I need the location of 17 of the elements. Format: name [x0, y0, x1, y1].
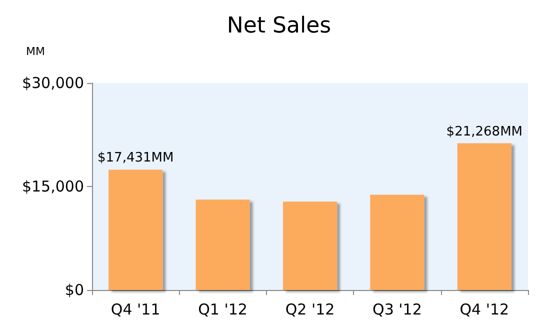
- bar: [370, 194, 424, 290]
- y-tick-label: $0: [64, 281, 84, 299]
- data-label: $21,268MM: [446, 124, 522, 140]
- data-label: $17,431MM: [98, 150, 174, 166]
- x-tick-label: Q4 '11: [110, 300, 160, 318]
- bar: [196, 200, 250, 290]
- x-tick-label: Q2 '12: [285, 300, 335, 318]
- chart-title: Net Sales: [226, 14, 332, 38]
- bar: [457, 143, 512, 290]
- y-tick-label: $30,000: [22, 74, 84, 92]
- y-axis-title: MM: [26, 45, 45, 58]
- bar: [282, 202, 338, 290]
- x-tick-label: Q1 '12: [198, 300, 248, 318]
- x-tick-label: Q4 '12: [460, 300, 510, 318]
- y-tick-label: $15,000: [22, 178, 84, 196]
- x-tick-label: Q3 '12: [372, 300, 422, 318]
- bar: [108, 170, 163, 290]
